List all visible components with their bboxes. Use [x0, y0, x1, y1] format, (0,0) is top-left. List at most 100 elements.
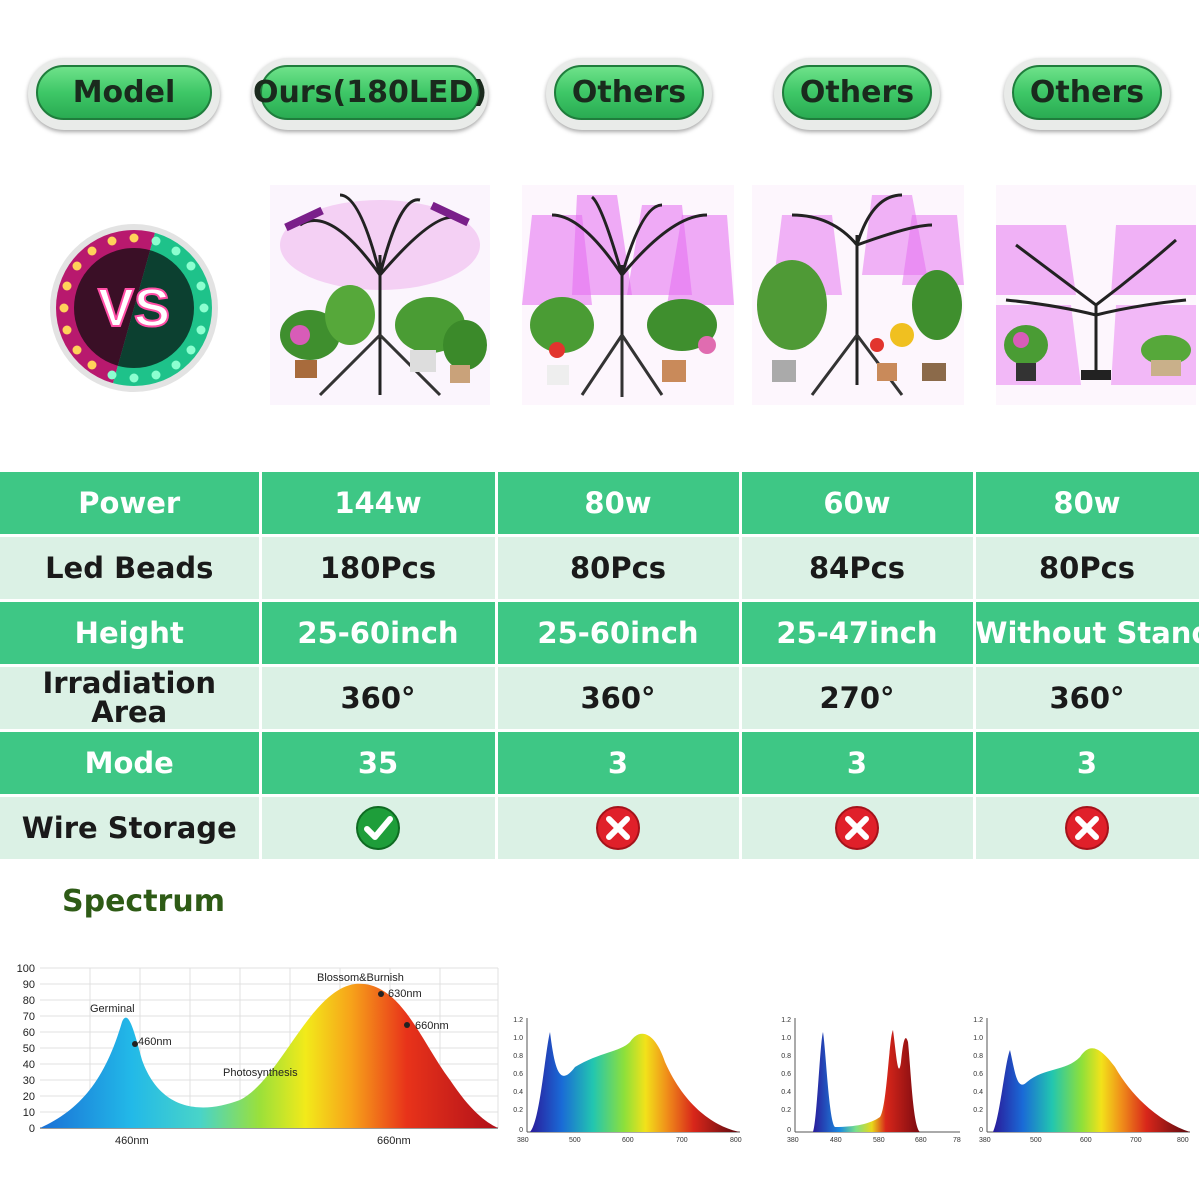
table-cell: 3	[974, 730, 1200, 797]
table-cell	[740, 795, 976, 862]
spectrum-title: Spectrum	[62, 884, 225, 919]
table-row: Wire Storage	[0, 795, 1200, 862]
table-cell: 35	[260, 730, 498, 797]
table-cell	[496, 795, 742, 862]
vs-text: VS	[98, 278, 170, 338]
x-tick: 800	[1177, 1137, 1189, 1144]
y-tick: 0.8	[781, 1053, 791, 1060]
others-pill-1-label: Others	[554, 65, 704, 120]
y-tick: 1.2	[781, 1017, 791, 1024]
table-row: Mode 35 3 3 3	[0, 730, 1200, 797]
y-tick: 60	[23, 1027, 35, 1039]
y-tick: 10	[23, 1107, 35, 1119]
y-tick: 40	[23, 1059, 35, 1071]
y-tick: 70	[23, 1011, 35, 1023]
table-cell: 80Pcs	[974, 535, 1200, 602]
table-cell: 80w	[496, 472, 742, 537]
others-pill-1: Others	[546, 58, 712, 130]
product-image-others-3	[996, 185, 1196, 405]
row-label-mode: Mode	[0, 730, 262, 797]
x-tick: 480	[830, 1137, 842, 1144]
table-cell: 80w	[974, 472, 1200, 537]
row-label-power: Power	[0, 472, 262, 537]
annotation-630nm: 630nm	[388, 988, 422, 1000]
y-tick: 0.2	[781, 1107, 791, 1114]
y-tick: 0	[979, 1127, 983, 1134]
table-cell: 25-47inch	[740, 600, 976, 667]
row-label-irradiation-area: Irradiation Area	[0, 665, 262, 732]
others-pill-3: Others	[1004, 58, 1170, 130]
x-tick: 600	[1080, 1137, 1092, 1144]
row-label-line-2: Area	[91, 695, 168, 729]
y-tick: 1.0	[781, 1035, 791, 1042]
x-tick: 700	[1130, 1137, 1142, 1144]
table-cell: 180Pcs	[260, 535, 498, 602]
table-row: Power 144w 80w 60w 80w	[0, 472, 1200, 537]
table-row: Led Beads 180Pcs 80Pcs 84Pcs 80Pcs	[0, 535, 1200, 602]
y-tick: 90	[23, 979, 35, 991]
y-tick: 0.4	[513, 1089, 523, 1096]
others-pill-2: Others	[774, 58, 940, 130]
table-cell	[260, 795, 498, 862]
row-label-line-1: Irradiation	[42, 666, 217, 700]
table-cell: 3	[740, 730, 976, 797]
spectrum-chart-others-1: 1.2 1.0 0.8 0.6 0.4 0.2 0 380 500 600 70…	[513, 1017, 742, 1144]
y-tick: 0	[787, 1127, 791, 1134]
product-image-others-1	[522, 185, 734, 405]
cross-icon	[1065, 806, 1109, 850]
y-tick: 1.0	[513, 1035, 523, 1042]
spectrum-chart-ours: 100 90 80 70 60 50 40 30 20 10 0 460nm 6…	[17, 963, 499, 1147]
x-tick: 500	[569, 1137, 581, 1144]
x-tick: 680	[915, 1137, 927, 1144]
x-tick: 78	[953, 1137, 961, 1144]
table-cell: 25-60inch	[260, 600, 498, 667]
y-tick: 0.6	[973, 1071, 983, 1078]
x-tick: 580	[873, 1137, 885, 1144]
table-cell: 360°	[260, 665, 498, 732]
table-cell: 25-60inch	[496, 600, 742, 667]
x-tick: 460nm	[115, 1135, 149, 1147]
spectrum-chart-others-3: 1.2 1.0 0.8 0.6 0.4 0.2 0 380 500 600 70…	[973, 1017, 1190, 1144]
model-pill: Model	[28, 58, 220, 130]
y-tick: 0.8	[513, 1053, 523, 1060]
y-tick: 30	[23, 1075, 35, 1087]
others-pill-2-label: Others	[782, 65, 932, 120]
table-cell: 80Pcs	[496, 535, 742, 602]
cross-icon	[835, 806, 879, 850]
others-pill-3-label: Others	[1012, 65, 1162, 120]
comparison-table: Power 144w 80w 60w 80w Led Beads 180Pcs …	[0, 472, 1200, 862]
ours-pill: Ours(180LED)	[252, 58, 488, 130]
vs-badge: VS	[50, 224, 218, 392]
cross-icon	[596, 806, 640, 850]
x-tick: 660nm	[377, 1135, 411, 1147]
table-cell: 144w	[260, 472, 498, 537]
table-cell: 84Pcs	[740, 535, 976, 602]
y-tick: 0.8	[973, 1053, 983, 1060]
x-tick: 380	[517, 1137, 529, 1144]
x-tick: 700	[676, 1137, 688, 1144]
y-tick: 1.2	[973, 1017, 983, 1024]
annotation-photosynthesis: Photosynthesis	[223, 1067, 298, 1079]
y-tick: 100	[17, 963, 35, 975]
x-tick: 800	[730, 1137, 742, 1144]
y-tick: 0	[29, 1123, 35, 1135]
check-icon	[356, 806, 400, 850]
annotation-germinal: Germinal	[90, 1003, 135, 1015]
row-label-led-beads: Led Beads	[0, 535, 262, 602]
y-tick: 20	[23, 1091, 35, 1103]
row-label-height: Height	[0, 600, 262, 667]
y-tick: 0	[519, 1127, 523, 1134]
y-tick: 80	[23, 995, 35, 1007]
y-tick: 0.6	[513, 1071, 523, 1078]
spectrum-chart-others-2: 1.2 1.0 0.8 0.6 0.4 0.2 0 380 480 580 68…	[781, 1017, 961, 1144]
x-tick: 380	[787, 1137, 799, 1144]
table-cell	[974, 795, 1200, 862]
ours-pill-label: Ours(180LED)	[253, 65, 487, 120]
y-tick: 1.2	[513, 1017, 523, 1024]
y-tick: 0.2	[513, 1107, 523, 1114]
product-image-others-2	[752, 185, 964, 405]
row-label-wire-storage: Wire Storage	[0, 795, 262, 862]
x-tick: 380	[979, 1137, 991, 1144]
y-tick: 0.6	[781, 1071, 791, 1078]
table-row: Irradiation Area 360° 360° 270° 360°	[0, 665, 1200, 732]
